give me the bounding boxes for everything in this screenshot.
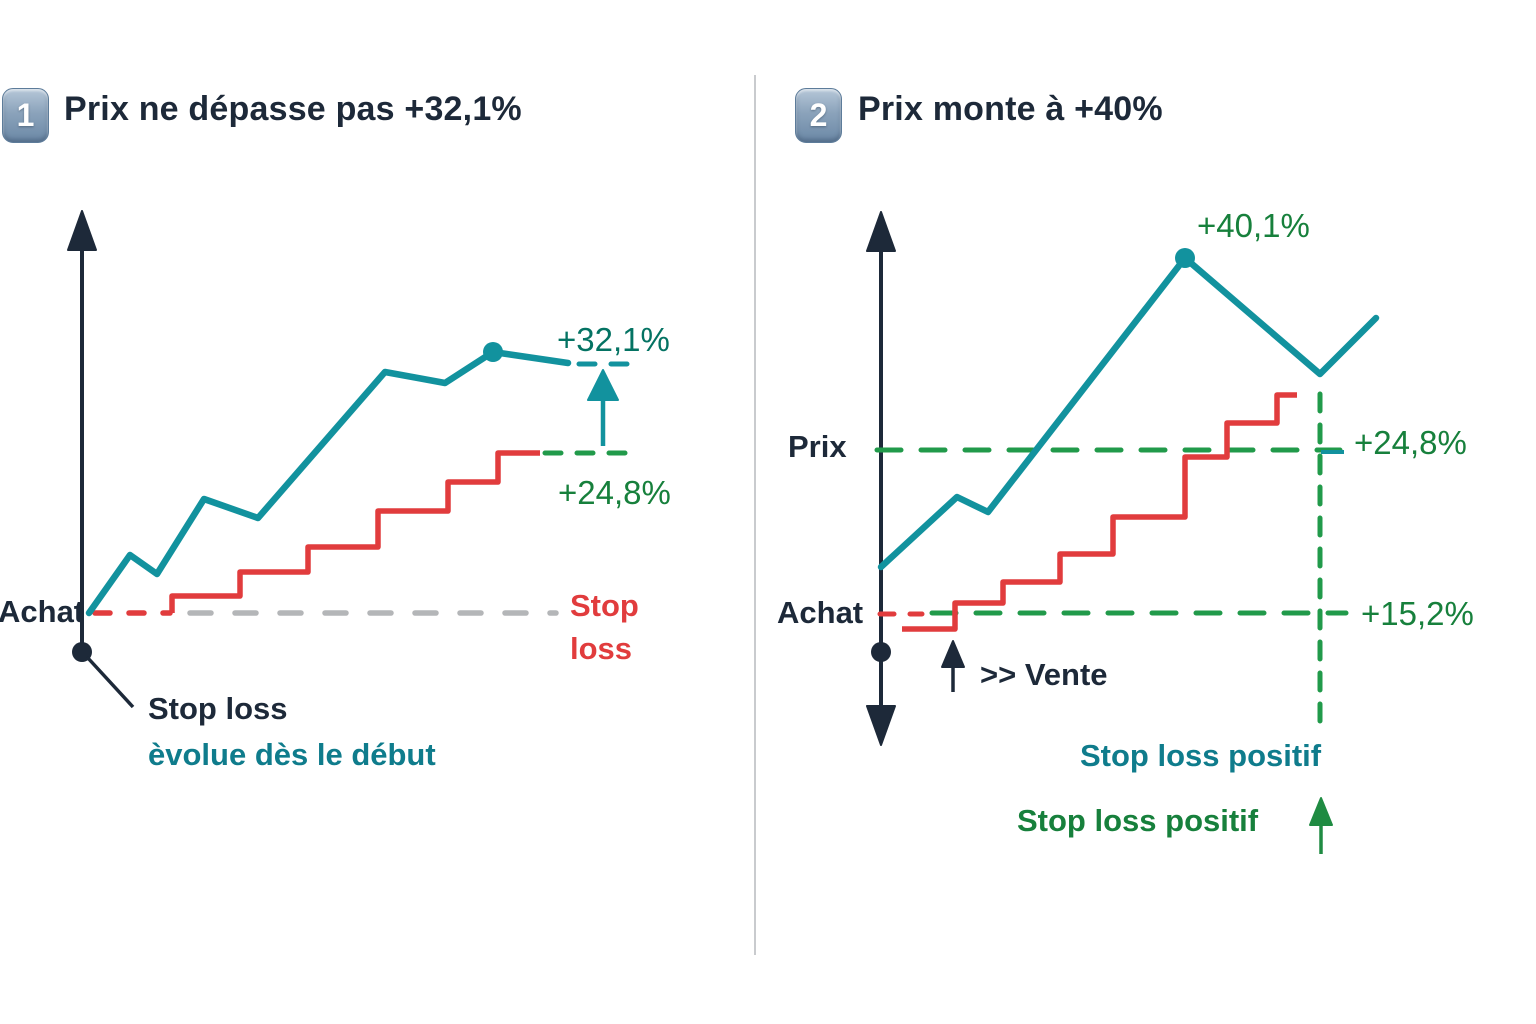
price-line-right <box>877 254 1380 571</box>
panel1-note-line2: èvolue dès le début <box>148 737 436 772</box>
positive-arrowhead <box>1309 797 1333 826</box>
panel1-achat-label: Achat <box>0 594 85 629</box>
price-peak-dot-right <box>1175 248 1195 268</box>
gap-arrowhead-left <box>587 369 619 401</box>
buy-point-dot-right <box>871 642 891 662</box>
stoploss-steps-right <box>902 392 1297 632</box>
panel1-peak-percent-label: +32,1% <box>557 321 670 358</box>
panel2-number-badge: 2 <box>795 88 842 143</box>
panel2-note-teal: Stop loss positif <box>1080 738 1322 773</box>
panel2-trail-high-percent-label: +24,8% <box>1354 424 1467 461</box>
panel1-number-badge: 1 <box>2 88 49 143</box>
panel2-vente-label: >> Vente <box>980 657 1108 692</box>
axis-arrowhead-left <box>67 210 97 251</box>
panel2-note-green: Stop loss positif <box>1017 803 1259 838</box>
panel2-prix-label: Prix <box>788 429 847 464</box>
panel2-trail-exit-percent-label: +15,2% <box>1361 595 1474 632</box>
callout-line-left <box>85 655 135 709</box>
panel1-stoploss-word2: loss <box>570 631 633 666</box>
panel1-stoploss-line-label: Stop loss <box>570 584 639 670</box>
axis-arrowhead-top-right <box>866 211 896 252</box>
price-line-left <box>85 348 572 617</box>
panel1-title: Prix ne dépasse pas +32,1% <box>64 90 522 128</box>
vente-arrowhead <box>941 640 965 668</box>
panel1-note-line1: Stop loss <box>148 691 288 726</box>
stoploss-steps-left <box>169 450 540 613</box>
panel2-achat-label: Achat <box>777 595 864 630</box>
panel2-title: Prix monte à +40% <box>858 90 1163 128</box>
axis-arrowhead-bottom-right <box>866 705 896 746</box>
panel2-peak-percent-label: +40,1% <box>1197 207 1310 244</box>
price-peak-dot-left <box>483 342 503 362</box>
panel1-stop-level-percent-label: +24,8% <box>558 474 671 511</box>
panel1-stoploss-word1: Stop <box>570 588 639 623</box>
